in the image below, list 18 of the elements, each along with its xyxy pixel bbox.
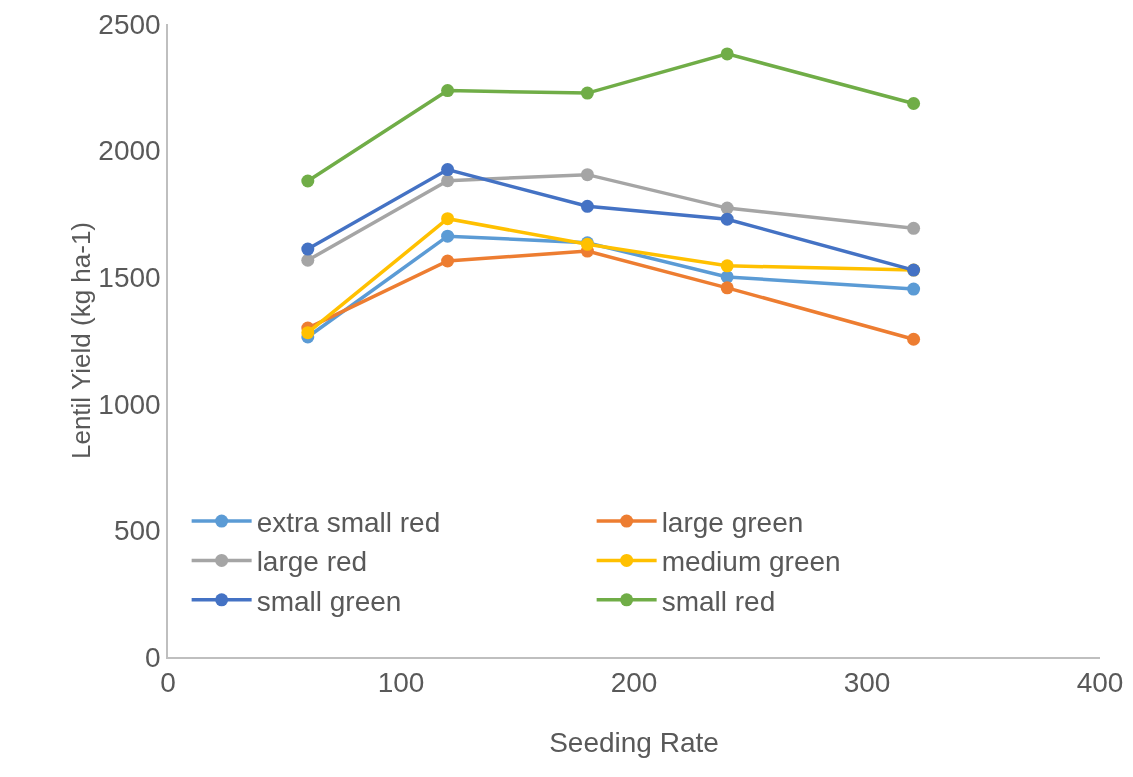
- x-tick-label: 100: [377, 667, 425, 699]
- x-tick-label: 200: [610, 667, 658, 699]
- x-tick-label: 300: [843, 667, 891, 699]
- x-axis-title: Seeding Rate: [549, 726, 719, 758]
- y-tick-label: 2500: [98, 8, 161, 40]
- legend-label: medium green: [661, 546, 841, 578]
- y-axis-title: Lentil Yield (kg ha-1): [66, 221, 97, 460]
- legend-label: extra small red: [256, 506, 441, 538]
- y-tick-label: 2000: [98, 135, 161, 167]
- x-tick-label: 400: [1076, 667, 1124, 699]
- legend-label: small green: [256, 585, 402, 617]
- y-tick-label: 1000: [98, 388, 161, 420]
- y-tick-label: 500: [113, 515, 161, 547]
- y-tick-label: 0: [145, 641, 161, 673]
- legend-label: large red: [256, 546, 368, 578]
- legend-label: large green: [661, 506, 804, 538]
- y-tick-label: 1500: [98, 262, 161, 293]
- legend-label: small red: [661, 585, 776, 617]
